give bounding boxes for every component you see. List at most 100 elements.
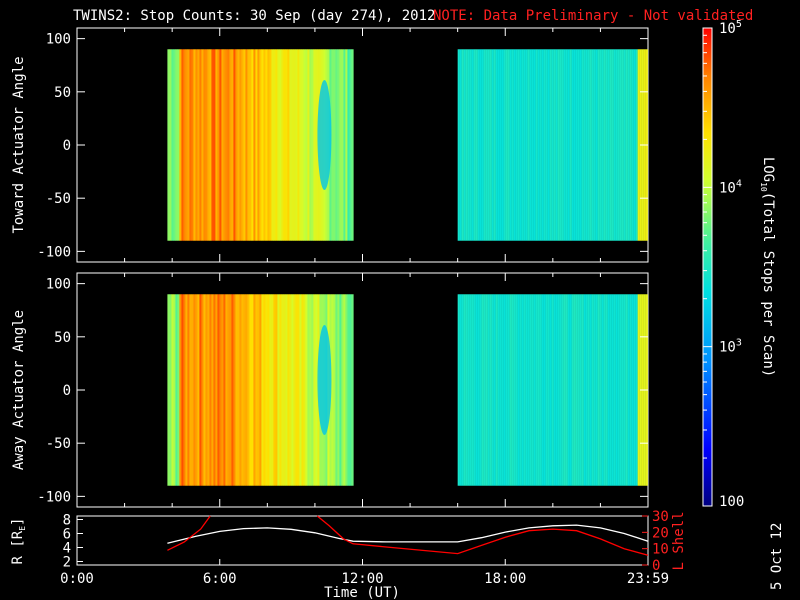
heatmap-cell — [625, 49, 628, 241]
heatmap-cell — [621, 49, 624, 241]
heatmap-cell — [609, 294, 612, 486]
heatmap-cell — [595, 294, 598, 486]
heatmap-cell — [175, 49, 178, 241]
heatmap-cell — [519, 49, 522, 241]
heatmap-cell — [273, 49, 276, 241]
heatmap-cell — [477, 294, 480, 486]
x-tick-label: 23:59 — [627, 571, 669, 587]
heatmap-cell — [531, 294, 534, 486]
heatmap-cell — [599, 49, 602, 241]
heatmap-cell — [203, 49, 206, 241]
axes-layer: 100500-50-100100500-50-100864230201000:0… — [37, 28, 669, 587]
heatmap-cell — [167, 294, 170, 486]
heatmap-cell — [531, 49, 534, 241]
heatmap-cell — [557, 294, 560, 486]
heatmap-cell — [255, 49, 258, 241]
heatmap-cell — [281, 294, 284, 486]
y-tick-label: 0 — [63, 138, 71, 154]
heatmap-cell — [465, 49, 468, 241]
heatmap-cell — [553, 49, 556, 241]
heatmap-cell — [509, 49, 512, 241]
heatmap-cell — [517, 49, 520, 241]
heatmap-cell — [207, 49, 210, 241]
heatmap-cell — [193, 294, 196, 486]
heatmap-cell — [585, 49, 588, 241]
heatmap-cell — [259, 49, 262, 241]
heatmap-cell — [575, 294, 578, 486]
heatmap-cell — [211, 49, 214, 241]
heatmap-cell — [581, 294, 584, 486]
heatmap-cell — [351, 294, 354, 486]
heatmap-cell — [221, 294, 224, 486]
heatmap-cell — [577, 49, 580, 241]
x-tick-label: 12:00 — [341, 571, 383, 587]
heatmap-cell — [491, 49, 494, 241]
heatmap-cell — [311, 49, 314, 241]
heatmap-cell — [285, 49, 288, 241]
heatmap-cell — [481, 49, 484, 241]
heatmap-cell — [507, 49, 510, 241]
heatmap-cell — [263, 294, 266, 486]
heatmap-cell — [477, 49, 480, 241]
heatmap-cell — [343, 294, 346, 486]
heatmap-cell — [273, 294, 276, 486]
heatmap-cell — [179, 49, 182, 241]
heatmap-cell — [463, 49, 466, 241]
orbit-right-tick-label: 30 — [652, 509, 669, 525]
heatmap-cell — [289, 294, 292, 486]
heatmap-cell — [567, 49, 570, 241]
heatmap-cell — [253, 294, 256, 486]
heatmap-cell — [255, 294, 258, 486]
heatmap-cell — [173, 49, 176, 241]
heatmap-cell — [257, 294, 260, 486]
heatmap-cell — [579, 49, 582, 241]
heatmap-cell — [197, 294, 200, 486]
date-stamp: 5 Oct 12 — [769, 523, 785, 590]
heatmap-cell — [209, 294, 212, 486]
heatmap-cell — [293, 49, 296, 241]
heatmap-cell — [171, 49, 174, 241]
heatmap-cell — [219, 49, 222, 241]
heatmap-cell — [237, 49, 240, 241]
heatmap-cell — [491, 294, 494, 486]
heatmap-cell — [189, 294, 192, 486]
heatmap-cell — [517, 294, 520, 486]
heatmap-cell — [239, 49, 242, 241]
heatmap-cell — [243, 294, 246, 486]
heatmap-cell — [309, 294, 312, 486]
heatmap-cell — [521, 49, 524, 241]
heatmap-cell — [341, 49, 344, 241]
heatmap-cell — [237, 294, 240, 486]
heatmap-cell — [307, 294, 310, 486]
heatmap-cell — [465, 294, 468, 486]
heatmap-cell — [469, 294, 472, 486]
radius-line — [167, 524, 649, 544]
heatmap-cell — [253, 49, 256, 241]
heatmap-cell — [497, 294, 500, 486]
heatmap-cell — [457, 294, 460, 486]
heatmap-cell — [617, 49, 620, 241]
heatmap-cell — [501, 294, 504, 486]
heatmap-cell — [615, 49, 618, 241]
heatmap-cell — [225, 294, 228, 486]
heatmap-cell — [201, 49, 204, 241]
heatmap-cell — [213, 294, 216, 486]
heatmap-cell — [529, 294, 532, 486]
heatmap-cell — [291, 49, 294, 241]
heatmap-cell — [331, 294, 334, 486]
heatmap-cell — [257, 49, 260, 241]
heatmap-cell — [593, 294, 596, 486]
heatmap-cell — [189, 49, 192, 241]
heatmap-cell — [201, 294, 204, 486]
heatmap-cell — [611, 49, 614, 241]
heatmap-cell — [545, 294, 548, 486]
heatmap-cell — [281, 49, 284, 241]
heatmap-cell — [595, 49, 598, 241]
heatmap-cell — [569, 49, 572, 241]
heatmap-cell — [187, 49, 190, 241]
heatmap-cell — [561, 294, 564, 486]
heatmap-cell — [495, 294, 498, 486]
heatmap-cell — [585, 294, 588, 486]
heatmap-cell — [279, 294, 282, 486]
heatmap-cell — [307, 49, 310, 241]
